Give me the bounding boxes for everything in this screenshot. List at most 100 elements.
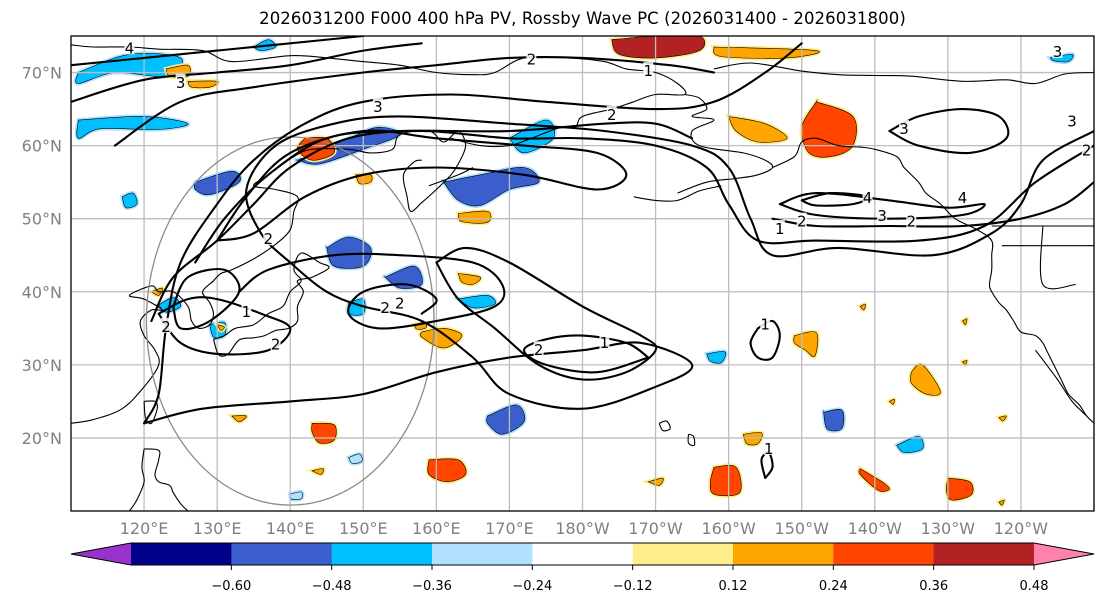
positive-anomaly-core: [435, 463, 457, 477]
positive-anomaly-core: [715, 472, 733, 490]
contour-label: 1: [242, 303, 252, 321]
latitude-tick-label: 50°N: [22, 210, 62, 229]
pv-contour-3: [194, 121, 694, 264]
contour-label-background: [606, 105, 617, 121]
coastline: [687, 433, 696, 447]
contour-label: 3: [176, 74, 186, 92]
contour-label: 2: [534, 341, 544, 359]
contour-label-background: [599, 333, 610, 349]
pv-contour-2: [771, 181, 1094, 228]
contour-label-background: [533, 341, 544, 357]
contour-label-background: [380, 298, 391, 314]
contour-label: 3: [1053, 43, 1063, 61]
contour-label: 2: [1082, 142, 1092, 160]
longitude-tick-label: 170°W: [628, 519, 683, 538]
positive-anomaly-region: [216, 324, 225, 331]
contour-label: 1: [600, 334, 610, 352]
pv-contour-3: [71, 42, 423, 103]
coastline: [1035, 349, 1088, 417]
latitude-tick-label: 40°N: [22, 283, 62, 302]
contour-label: 2: [907, 213, 917, 231]
pv-contour-3: [888, 108, 1010, 155]
contour-label-background: [643, 62, 654, 78]
longitude-tick-label: 160°W: [701, 519, 756, 538]
positive-anomaly-region: [961, 360, 968, 366]
longitude-tick-label: 160°E: [412, 519, 461, 538]
positive-anomaly-core: [865, 474, 883, 487]
contour-label: 4: [125, 39, 135, 57]
contour-label-background: [1081, 141, 1092, 157]
colorbar: −0.60 −0.48 −0.36 −0.24 −0.12 0.12 0.24 0.36 0.4…: [70, 542, 1095, 594]
pv-contour-3: [778, 192, 986, 220]
colorbar-outline: [70, 542, 1095, 566]
contour-label-background: [760, 315, 771, 331]
latitude-tick-label: 60°N: [22, 137, 62, 156]
positive-anomaly-region: [187, 80, 219, 89]
negative-anomaly-core: [461, 175, 515, 197]
longitude-tick-label: 130°W: [921, 519, 976, 538]
positive-anomaly-region: [728, 115, 788, 143]
longitude-tick-label: 120°E: [120, 519, 169, 538]
negative-anomaly-core: [391, 271, 413, 285]
colorbar-bin: [933, 543, 1035, 565]
colorbar-tick-label: −0.24: [512, 579, 552, 594]
latitude-tick-label: 20°N: [22, 429, 62, 448]
positive-anomaly-core: [951, 483, 967, 496]
contour-label: 2: [380, 299, 390, 317]
colorbar-bin: [331, 543, 433, 565]
contour-label-background: [124, 39, 135, 55]
coastline: [212, 252, 330, 357]
negative-anomaly-region: [706, 351, 727, 364]
contour-label: 2: [527, 50, 537, 68]
positive-anomaly-region: [311, 468, 324, 475]
positive-anomaly-region: [457, 210, 492, 224]
contour-label-background: [1052, 43, 1063, 59]
map-frame: [70, 35, 1095, 512]
positive-anomaly-region: [859, 303, 866, 311]
colorbar-tick-label: −0.12: [613, 579, 653, 594]
contour-label: 3: [899, 120, 909, 138]
contour-label: 1: [760, 316, 770, 334]
negative-anomaly-core: [334, 243, 360, 262]
colorbar-tick-label: 0.36: [919, 579, 948, 594]
contour-label-background: [372, 97, 383, 113]
colorbar-bin: [532, 543, 634, 565]
contour-label: 1: [643, 62, 653, 80]
contour-label-background: [796, 212, 807, 228]
longitude-labels: 120°E 130°E 140°E 150°E 160°E 170°E 180°W 170°W…: [120, 519, 1049, 538]
pv-contour-2: [113, 55, 716, 147]
colorbar-bin: [632, 543, 734, 565]
colorbar-tick-label: −0.36: [412, 579, 452, 594]
contour-label-background: [175, 73, 186, 89]
contour-label-background: [899, 119, 910, 135]
colorbar-bin: [733, 543, 834, 565]
positive-anomaly-region: [962, 318, 968, 325]
contour-label: 3: [373, 98, 383, 116]
contour-label-background: [394, 294, 405, 310]
coastline-layer: [71, 44, 1094, 511]
contour-label-background: [160, 317, 171, 333]
pv-contour-1: [157, 296, 292, 356]
longitude-tick-label: 170°E: [485, 519, 534, 538]
pv-contour-1: [749, 319, 781, 361]
colorbar-tick-label: 0.24: [819, 579, 848, 594]
negative-anomaly-region: [457, 295, 496, 309]
coastline: [71, 130, 467, 424]
coastline: [129, 448, 145, 511]
contour-label: 2: [607, 106, 617, 124]
negative-anomaly-core: [203, 176, 229, 190]
coastline: [144, 448, 189, 511]
pv-contour-3: [216, 129, 628, 242]
contour-label: 1: [775, 220, 785, 238]
negative-anomaly-region: [1049, 53, 1074, 63]
contour-label-background: [526, 50, 537, 66]
coastline: [143, 400, 158, 425]
contour-label-background: [241, 303, 252, 319]
contour-label-background: [270, 335, 281, 351]
colorbar-tick-label: −0.60: [211, 579, 251, 594]
coastline: [677, 93, 774, 194]
colorbar-bin: [432, 543, 533, 565]
coastline: [633, 185, 722, 202]
negative-anomaly-region: [348, 453, 363, 464]
